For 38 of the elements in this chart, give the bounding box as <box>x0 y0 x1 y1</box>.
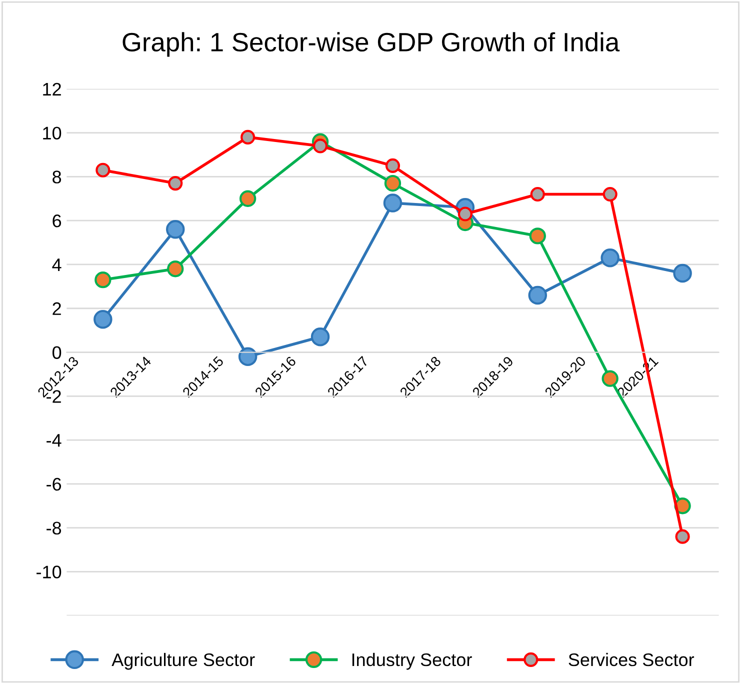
y-tick-label: 0 <box>52 346 62 359</box>
point <box>673 264 692 283</box>
point <box>166 220 185 239</box>
y-tick-label: 6 <box>52 214 62 228</box>
point <box>240 130 256 144</box>
legend-label: Services Sector <box>568 652 694 666</box>
point <box>385 158 400 174</box>
y-tick-label: 4 <box>52 258 62 272</box>
y-tick-label: 8 <box>52 170 62 184</box>
y-tick-label: -10 <box>36 566 62 578</box>
point <box>602 370 618 387</box>
point <box>238 347 258 366</box>
point <box>600 248 620 268</box>
point <box>602 186 618 202</box>
y-tick-label: -4 <box>46 434 62 447</box>
y-tick-label: 2 <box>52 302 61 315</box>
point <box>384 174 402 192</box>
point <box>530 186 545 202</box>
point <box>312 138 328 154</box>
point <box>96 162 110 178</box>
y-tick-label: 10 <box>43 126 62 140</box>
chart-title: Graph: 1 Sector-wise GDP Growth of India <box>122 32 620 57</box>
point <box>675 529 690 544</box>
point <box>310 328 330 346</box>
point <box>528 286 548 305</box>
legend-label: Agriculture Sector <box>112 652 255 670</box>
y-tick-label: 12 <box>43 82 61 96</box>
point <box>239 190 256 207</box>
point <box>94 310 112 329</box>
y-tick-label: -6 <box>46 478 62 491</box>
point <box>94 272 112 288</box>
point <box>168 176 183 191</box>
point <box>383 194 402 212</box>
point <box>529 228 546 244</box>
y-tick-label: -8 <box>46 522 62 535</box>
point <box>458 206 472 222</box>
legend-label: Industry Sector <box>352 652 472 670</box>
point <box>167 260 184 278</box>
